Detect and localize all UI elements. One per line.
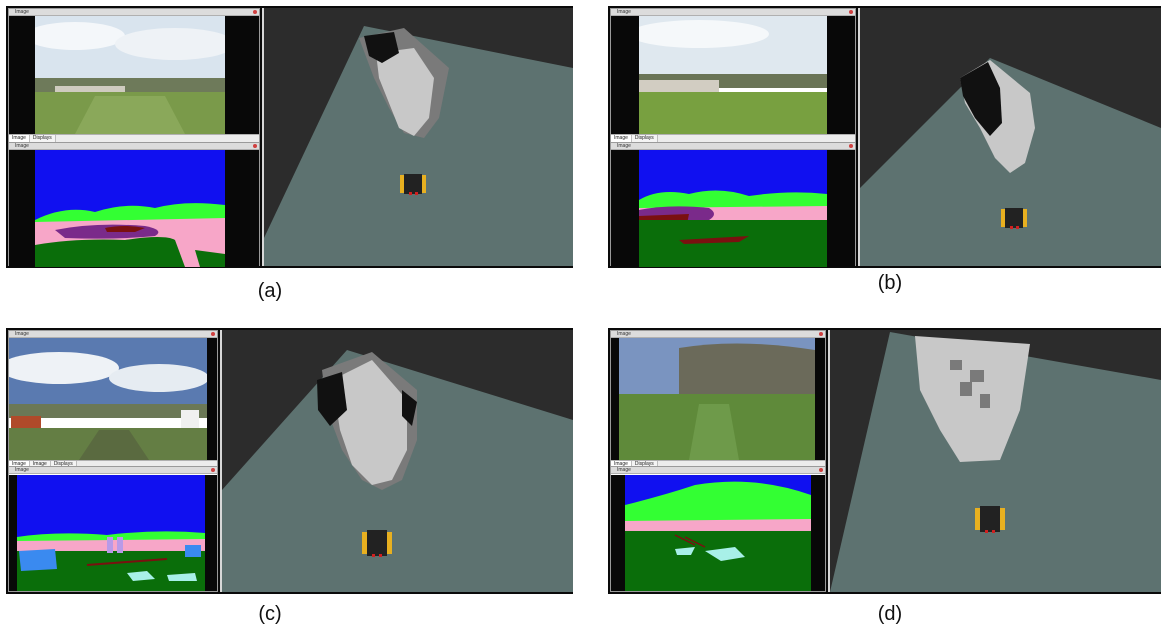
black-margin-right	[205, 475, 217, 591]
caption-c: (c)	[258, 603, 282, 625]
panel-b: Image Image Displays Image	[608, 6, 1161, 268]
segmentation-image	[639, 150, 827, 267]
window-title: Image	[617, 143, 631, 149]
panel-c: Image Image Image Displays Image	[6, 328, 573, 594]
close-icon[interactable]	[253, 144, 257, 148]
panel-d: Image Image Displays Image	[608, 328, 1161, 594]
close-icon[interactable]	[211, 468, 215, 472]
window-titlebar: Image	[611, 467, 825, 474]
black-margin-right	[811, 475, 825, 591]
black-margin-left	[611, 16, 639, 134]
camera-image	[639, 16, 827, 134]
window-title: Image	[15, 331, 29, 337]
segmentation-image	[17, 475, 205, 591]
robot-icon	[362, 530, 392, 557]
black-margin-right	[827, 150, 855, 267]
panel-a: Image Image Displays Image	[6, 6, 573, 268]
camera-window: Image Image Displays	[610, 330, 826, 469]
tab-displays[interactable]: Displays	[29, 135, 56, 142]
caption-b: (b)	[877, 272, 903, 294]
window-titlebar: Image	[9, 467, 217, 474]
black-margin-left	[9, 475, 17, 591]
costmap-view	[858, 8, 1161, 266]
segmentation-window: Image	[8, 466, 218, 592]
camera-image	[35, 16, 225, 134]
camera-image	[619, 338, 815, 460]
robot-icon	[1001, 208, 1027, 229]
segmentation-image	[35, 150, 225, 267]
black-margin-left	[611, 150, 639, 267]
caption-d: (d)	[877, 603, 903, 625]
costmap-view	[262, 8, 573, 266]
costmap-view	[220, 330, 573, 592]
window-titlebar: Image	[611, 143, 855, 150]
segmentation-image	[625, 475, 811, 591]
close-icon[interactable]	[211, 332, 215, 336]
close-icon[interactable]	[819, 332, 823, 336]
black-margin-right	[225, 16, 259, 134]
robot-icon	[975, 506, 1005, 533]
black-margin-left	[611, 338, 619, 460]
tab-image-2[interactable]: Image	[29, 461, 51, 468]
segmentation-window: Image	[610, 142, 856, 267]
window-titlebar: Image	[9, 9, 259, 16]
black-margin-right	[815, 338, 825, 460]
tab-displays[interactable]: Displays	[631, 135, 658, 142]
window-titlebar: Image	[611, 331, 825, 338]
segmentation-window: Image	[8, 142, 260, 267]
window-titlebar: Image	[9, 143, 259, 150]
close-icon[interactable]	[253, 10, 257, 14]
costmap-view	[828, 330, 1161, 592]
black-margin-right	[207, 338, 217, 460]
segmentation-window: Image	[610, 466, 826, 592]
window-title: Image	[15, 143, 29, 149]
window-title: Image	[617, 331, 631, 337]
black-margin-left	[9, 16, 35, 134]
caption-a: (a)	[257, 280, 283, 302]
tab-displays[interactable]: Displays	[50, 461, 77, 468]
window-title: Image	[15, 467, 29, 473]
camera-window: Image Image Image Displays	[8, 330, 218, 469]
window-title: Image	[617, 9, 631, 15]
camera-window: Image Image Displays	[610, 8, 856, 144]
black-margin-right	[225, 150, 259, 267]
black-margin-right	[827, 16, 855, 134]
close-icon[interactable]	[849, 144, 853, 148]
close-icon[interactable]	[849, 10, 853, 14]
robot-icon	[400, 174, 426, 195]
tab-image[interactable]: Image	[9, 461, 30, 468]
tab-image[interactable]: Image	[611, 461, 632, 468]
window-titlebar: Image	[9, 331, 217, 338]
window-title: Image	[617, 467, 631, 473]
close-icon[interactable]	[819, 468, 823, 472]
tab-image[interactable]: Image	[611, 135, 632, 142]
window-title: Image	[15, 9, 29, 15]
camera-image	[9, 338, 207, 460]
tab-displays[interactable]: Displays	[631, 461, 658, 468]
black-margin-left	[9, 150, 35, 267]
camera-window: Image Image Displays	[8, 8, 260, 144]
window-titlebar: Image	[611, 9, 855, 16]
tab-image[interactable]: Image	[9, 135, 30, 142]
black-margin-left	[611, 475, 625, 591]
